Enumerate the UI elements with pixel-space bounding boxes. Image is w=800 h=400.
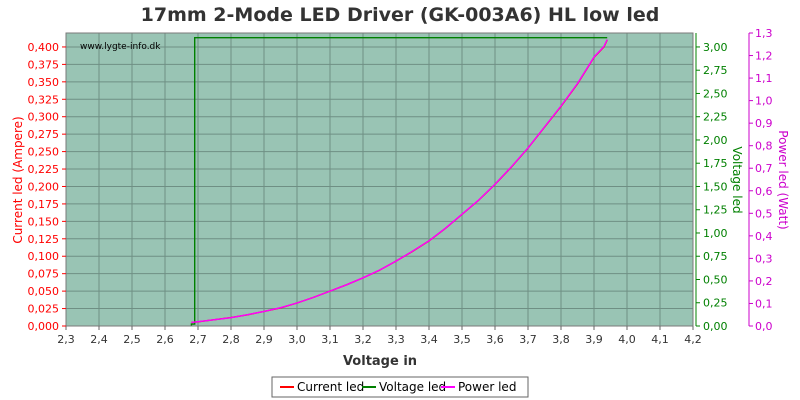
grid-lines	[65, 33, 694, 327]
y-right2-tick-label-9: 0,9	[755, 117, 773, 130]
y-right2-tick-label-5: 0,5	[755, 207, 773, 220]
y-right2-tick-label-0: 0,0	[755, 320, 773, 333]
y-right1-tick-label-5: 1,25	[703, 204, 728, 217]
watermark: www.lygte-info.dk	[80, 42, 161, 52]
y-right2-axis-label: Power led (Watt)	[776, 130, 790, 229]
y-left-tick-label-3: 0,075	[28, 268, 60, 281]
y-right2-axis-ticks: 0,0 0,1 0,2 0,3 0,4 0,5 0,6 0,7 0,8 0,9 1,0 1,1 1,2 1…	[748, 27, 773, 333]
x-tick-label-1: 2,4	[90, 333, 108, 346]
y-right1-tick-label-10: 2,50	[703, 87, 728, 100]
x-tick-label-0: 2,3	[57, 333, 75, 346]
x-tick-label-2: 2,5	[123, 333, 141, 346]
y-right2-tick-label-7: 0,7	[755, 162, 773, 175]
y-right2-tick-label-1: 0,1	[755, 297, 773, 310]
y-right2-tick-label-2: 0,2	[755, 275, 773, 288]
y-right2-tick-label-6: 0,6	[755, 185, 773, 198]
y-right1-tick-label-8: 2,00	[703, 134, 728, 147]
y-right1-axis-label: Voltage led	[730, 146, 744, 213]
series-line-1	[190, 37, 608, 326]
x-tick-label-18: 4,1	[651, 333, 669, 346]
x-tick-label-9: 3,2	[354, 333, 372, 346]
y-left-tick-label-11: 0,275	[28, 128, 60, 141]
x-tick-label-12: 3,5	[453, 333, 471, 346]
x-tick-label-8: 3,1	[321, 333, 339, 346]
x-tick-label-14: 3,7	[519, 333, 537, 346]
y-right1-axis-ticks: 0,00 0,25 0,50 0,75 1,00 1,25 1,50 1,75 2,00 2,25…	[695, 33, 728, 333]
x-tick-label-15: 3,8	[552, 333, 570, 346]
y-right2-tick-label-4: 0,4	[755, 230, 773, 243]
y-left-tick-label-10: 0,250	[28, 146, 60, 159]
y-left-tick-label-5: 0,125	[28, 233, 60, 246]
legend-label-1: Voltage led	[379, 380, 446, 394]
plot-border	[65, 32, 694, 327]
y-left-tick-label-7: 0,175	[28, 198, 60, 211]
y-left-tick-label-13: 0,325	[28, 93, 60, 106]
legend-box	[271, 376, 529, 398]
x-tick-label-17: 4,0	[618, 333, 636, 346]
legend-label-2: Power led	[458, 380, 516, 394]
series-layer	[190, 37, 608, 326]
chart-title: 17mm 2-Mode LED Driver (GK-003A6) HL low…	[141, 4, 660, 26]
y-left-tick-label-9: 0,225	[28, 163, 60, 176]
x-tick-label-6: 2,9	[255, 333, 273, 346]
y-right1-tick-label-9: 2,25	[703, 111, 728, 124]
y-right1-tick-label-7: 1,75	[703, 157, 728, 170]
series-line-2	[191, 39, 608, 324]
y-right1-tick-label-4: 1,00	[703, 227, 728, 240]
y-right2-tick-label-11: 1,1	[755, 72, 773, 85]
x-axis-ticks: 2,3 2,4 2,5 2,6 2,7 2,8 2,9 3,0 3,1 3,2 3,3 3,4 3,5 3…	[57, 326, 702, 346]
y-left-axis-label: Current led (Ampere)	[11, 116, 25, 243]
x-tick-label-4: 2,7	[189, 333, 207, 346]
x-tick-label-5: 2,8	[222, 333, 240, 346]
y-right1-tick-label-3: 0,75	[703, 250, 728, 263]
x-tick-label-16: 3,9	[585, 333, 603, 346]
y-right2-tick-label-12: 1,2	[755, 50, 773, 63]
y-right2-tick-label-8: 0,8	[755, 140, 773, 153]
y-right1-tick-label-2: 0,50	[703, 273, 728, 286]
y-left-axis-ticks: 0,000 0,025 0,050 0,075 0,100 0,125 0,150 0,175…	[28, 41, 66, 333]
x-tick-label-3: 2,6	[156, 333, 174, 346]
y-left-tick-label-6: 0,150	[28, 215, 60, 228]
x-tick-label-13: 3,6	[486, 333, 504, 346]
y-right2-tick-label-13: 1,3	[755, 27, 773, 40]
y-right1-tick-label-12: 3,00	[703, 41, 728, 54]
y-left-tick-label-2: 0,050	[28, 285, 60, 298]
legend: Current led Voltage led Power led	[271, 376, 529, 398]
y-right2-tick-label-10: 1,0	[755, 95, 773, 108]
y-left-tick-label-16: 0,400	[28, 41, 60, 54]
y-right2-tick-label-3: 0,3	[755, 252, 773, 265]
y-left-tick-label-15: 0,375	[28, 58, 60, 71]
plot-area	[66, 33, 693, 326]
y-left-tick-label-1: 0,025	[28, 303, 60, 316]
y-right1-tick-label-6: 1,50	[703, 180, 728, 193]
x-tick-label-11: 3,4	[420, 333, 438, 346]
x-tick-label-19: 4,2	[684, 333, 702, 346]
x-axis-label: Voltage in	[343, 354, 417, 369]
legend-label-0: Current led	[297, 380, 364, 394]
y-right1-tick-label-0: 0,00	[703, 320, 728, 333]
y-left-tick-label-12: 0,300	[28, 111, 60, 124]
y-left-tick-label-4: 0,100	[28, 250, 60, 263]
y-right1-tick-label-11: 2,75	[703, 64, 728, 77]
y-left-tick-label-14: 0,350	[28, 76, 60, 89]
y-left-tick-label-0: 0,000	[28, 320, 60, 333]
y-left-tick-label-8: 0,200	[28, 180, 60, 193]
y-right1-tick-label-1: 0,25	[703, 297, 728, 310]
x-tick-label-7: 3,0	[288, 333, 306, 346]
x-tick-label-10: 3,3	[387, 333, 405, 346]
